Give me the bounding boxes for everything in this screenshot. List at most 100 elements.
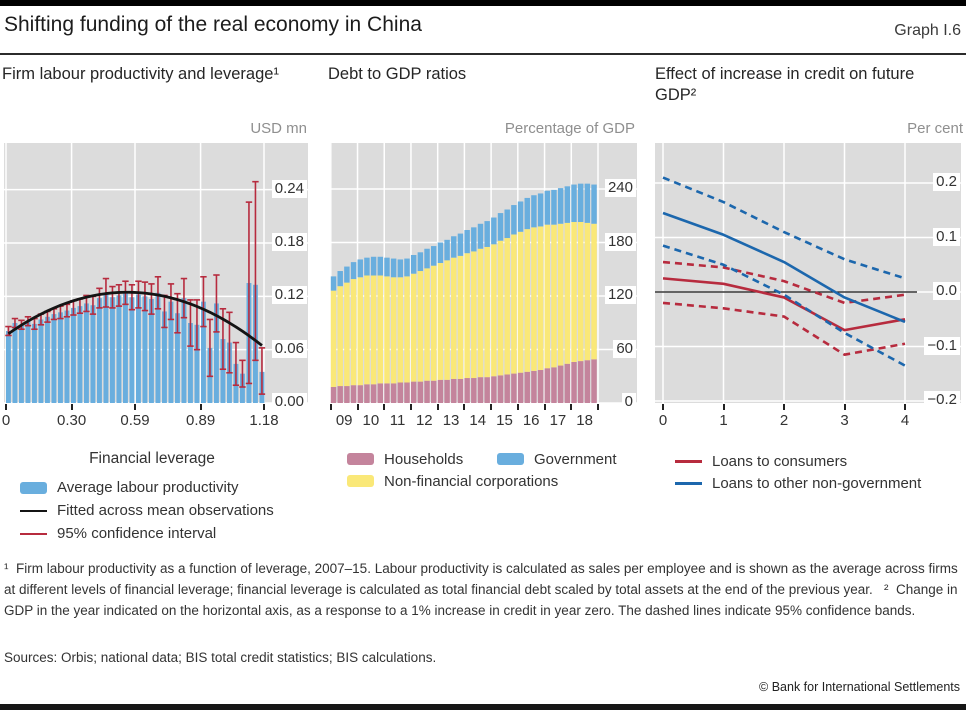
productivity-bar [32,323,37,403]
legend-label: 95% confidence interval [57,525,217,542]
x-tick-label: 0.89 [185,412,216,429]
axis-unit-label: Percentage of GDP [504,120,635,137]
stacked-bar-segment [471,227,477,252]
x-tick-mark [383,404,386,410]
stacked-bar-segment [464,253,470,379]
productivity-bar [19,324,24,403]
productivity-bar [136,294,141,403]
y-tick-label: 0.1 [933,227,960,246]
confidence-band-line [662,301,906,356]
panel-productivity-leverage: Firm labour productivity and leverage¹ U… [2,64,310,542]
x-tick-label: 0 [1,412,11,429]
productivity-chart-x-axis: 0 0.30 0.59 0.89 1.18 [1,403,308,439]
stacked-bar-segment [531,195,537,228]
stacked-bar-segment [584,360,591,403]
y-tick-label: 240 [604,179,636,197]
stacked-bar-segment [491,376,497,403]
stacked-bar-segment [337,286,343,387]
legend-label: Loans to consumers [712,452,848,470]
legend-item: Government [497,451,617,468]
bottom-border-bar [0,704,966,710]
series-line [662,211,906,324]
debt-gdp-chart-x-axis: 09 10 11 12 13 14 15 16 17 18 [329,403,637,439]
stacked-bar-segment [357,385,363,403]
productivity-bar [51,314,57,403]
stacked-bar-segment [471,378,477,403]
legend-row: Non-financial corporations [347,470,617,492]
stacked-bar-segment [477,248,484,378]
stacked-bar-segment [410,381,417,403]
productivity-bar [188,323,193,403]
stacked-bar-segment [484,246,490,378]
x-tick-mark [904,404,906,410]
x-tick-label: 16 [522,412,540,429]
stacked-bar-segment [511,234,517,374]
x-tick-label: 17 [549,412,567,429]
x-tick-mark [436,404,439,410]
x-tick-mark [5,404,7,410]
x-tick-label: 13 [442,412,460,429]
stacked-bar-segment [564,186,571,223]
stacked-bar-segment [471,251,477,379]
stacked-bar-segment [584,222,591,361]
stacked-bar-segment [437,263,444,380]
productivity-bar [38,319,44,403]
x-tick-label: 3 [840,412,849,429]
y-tick-label: −0.1 [924,336,960,355]
error-bar [167,283,175,321]
stacked-bar-segment [377,275,384,384]
stacked-bar-segment [531,227,537,371]
stacked-bar-segment [457,378,464,403]
productivity-bar [155,292,161,403]
x-tick-mark [543,404,546,410]
x-tick-mark [722,404,725,410]
productivity-bar [149,299,154,403]
stacked-bar-segment [444,260,450,380]
stacked-bar-segment [410,254,417,274]
stacked-bar-segment [577,361,584,403]
stacked-bar-segment [497,240,504,376]
stacked-bar-segment [370,275,377,385]
error-bar [239,359,246,388]
stacked-bar-segment [404,276,410,383]
productivity-bar [97,298,102,403]
productivity-bar [58,312,63,403]
x-tick-mark [70,404,73,410]
x-tick-mark [516,404,519,410]
y-tick-label: 0 [621,393,636,411]
y-tick-label: 0.24 [271,179,307,198]
sources-line: Sources: Orbis; national data; BIS total… [4,650,437,665]
stacked-bar-segment [477,223,484,249]
productivity-bar [25,321,31,403]
y-tick-label: −0.2 [924,391,960,409]
stacked-bar-segment [477,377,484,403]
productivity-bar [220,339,226,403]
legend-label: Average labour productivity [57,479,239,496]
stacked-bar-segment [544,190,551,225]
stacked-bar-segment [344,386,350,403]
x-tick-mark [463,404,466,410]
productivity-bar [116,295,122,403]
stacked-bar-segment [517,231,524,373]
x-tick-label: 2 [779,412,789,429]
productivity-bar [201,301,206,403]
stacked-bar-segment [491,244,497,377]
confidence-band-line [662,176,906,280]
legend-label: Loans to other non-government [712,474,922,492]
stacked-bar-segment [537,226,544,371]
credit-effect-legend: Loans to consumers Loans to other non-go… [675,450,921,494]
legend-row: Average labour productivity [20,476,274,499]
stacked-bar-segment [397,259,404,278]
error-bar [258,347,266,395]
x-tick-mark [843,404,846,410]
stacked-bar-segment [564,363,571,403]
x-tick-mark [263,404,265,410]
productivity-bar [12,323,18,403]
x-tick-label: 09 [335,412,353,429]
stacked-bar-segment [344,282,350,387]
stacked-bar-segment [330,290,337,387]
productivity-bar [110,297,115,403]
stacked-bar-segment [551,224,557,368]
stacked-bar-segment [537,193,544,227]
y-tick-label: 60 [613,339,636,358]
